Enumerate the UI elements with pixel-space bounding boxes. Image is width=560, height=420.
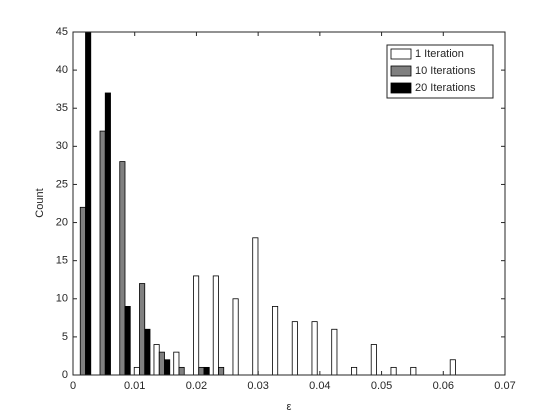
x-axis-label: ε bbox=[287, 401, 292, 413]
bar bbox=[291, 321, 298, 376]
bar bbox=[218, 366, 225, 376]
bar bbox=[133, 366, 140, 376]
y-tick-label: 25 bbox=[56, 178, 68, 190]
y-tick-label: 15 bbox=[56, 255, 68, 267]
x-tick-label: 0.07 bbox=[494, 380, 515, 392]
x-tick-label: 0.06 bbox=[433, 380, 454, 392]
x-tick-label: 0.01 bbox=[124, 380, 145, 392]
x-tick-label: 0.03 bbox=[247, 380, 268, 392]
bar bbox=[104, 92, 111, 376]
bar bbox=[144, 328, 151, 376]
bar bbox=[370, 344, 377, 376]
bar bbox=[178, 366, 185, 376]
legend-swatch bbox=[390, 82, 412, 94]
x-tick-label: 0 bbox=[70, 380, 76, 392]
bar bbox=[139, 283, 146, 376]
bar bbox=[203, 366, 210, 376]
bar bbox=[193, 275, 200, 376]
legend-label: 10 Iterations bbox=[415, 65, 476, 77]
y-tick-label: 45 bbox=[56, 26, 68, 38]
y-axis-label: Count bbox=[34, 188, 46, 217]
y-tick-label: 35 bbox=[56, 102, 68, 114]
bar bbox=[232, 298, 239, 376]
bar bbox=[410, 366, 417, 376]
bar bbox=[272, 305, 279, 376]
y-tick-label: 10 bbox=[56, 293, 68, 305]
bar bbox=[449, 359, 456, 376]
y-tick-label: 5 bbox=[62, 331, 68, 343]
x-tick-label: 0.05 bbox=[371, 380, 392, 392]
bar bbox=[311, 321, 318, 376]
legend-label: 20 Iterations bbox=[415, 82, 476, 94]
y-tick-label: 40 bbox=[56, 64, 68, 76]
axes-box bbox=[72, 31, 506, 376]
bar bbox=[99, 130, 106, 376]
bar bbox=[79, 206, 86, 376]
legend-swatch bbox=[390, 48, 412, 60]
bar bbox=[164, 359, 171, 376]
bar bbox=[124, 305, 131, 376]
x-tick-label: 0.02 bbox=[186, 380, 207, 392]
bar bbox=[331, 328, 338, 376]
y-tick-label: 30 bbox=[56, 140, 68, 152]
bar bbox=[351, 366, 358, 376]
y-tick-label: 0 bbox=[62, 369, 68, 381]
bar bbox=[212, 275, 219, 376]
bar bbox=[119, 161, 126, 376]
bar bbox=[390, 366, 397, 376]
bar bbox=[153, 344, 160, 376]
x-tick-label: 0.04 bbox=[309, 380, 330, 392]
y-tick-label: 20 bbox=[56, 216, 68, 228]
legend-label: 1 Iteration bbox=[415, 48, 464, 60]
bar bbox=[198, 366, 205, 376]
bar bbox=[85, 31, 92, 376]
bar bbox=[252, 237, 259, 376]
bar bbox=[173, 351, 180, 376]
bar bbox=[158, 351, 165, 376]
legend-swatch bbox=[390, 65, 412, 77]
